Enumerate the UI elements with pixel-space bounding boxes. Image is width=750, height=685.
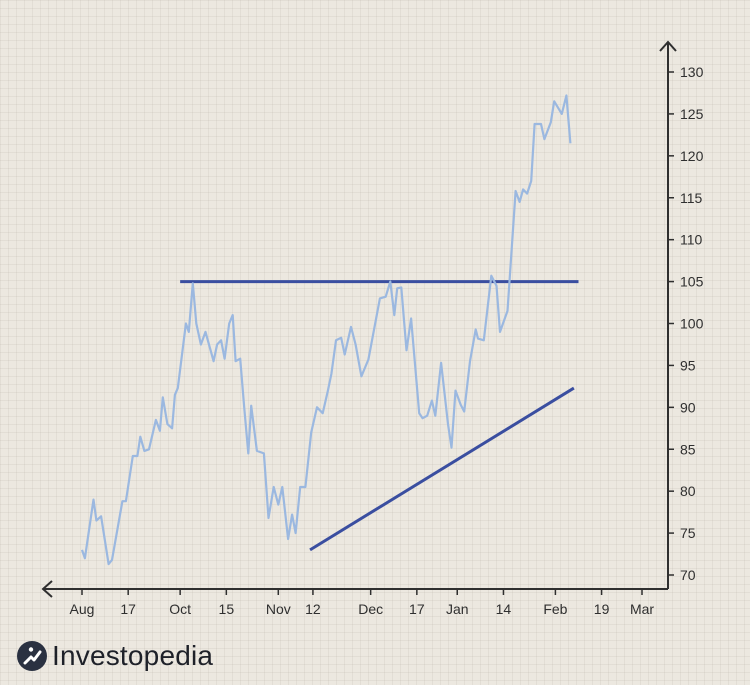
x-tick-label: Mar bbox=[630, 601, 654, 617]
x-tick-label: Nov bbox=[266, 601, 291, 617]
series-layer bbox=[80, 94, 572, 566]
x-axis: Aug 17 Oct 15 Nov 12 Dec 17 Jan 14 Feb 19 Mar bbox=[41, 580, 668, 617]
y-tick-label: 105 bbox=[680, 274, 704, 290]
y-tick-label: 115 bbox=[680, 190, 703, 206]
y-axis-arrow-icon bbox=[659, 40, 677, 52]
y-tick-label: 125 bbox=[680, 106, 704, 122]
y-tick-label: 85 bbox=[680, 441, 696, 457]
x-tick-label: Aug bbox=[70, 601, 95, 617]
x-tick-label: 14 bbox=[496, 601, 512, 617]
annotation-layer bbox=[180, 280, 579, 552]
x-tick-label: Jan bbox=[446, 601, 469, 617]
x-tick-label: 12 bbox=[305, 601, 321, 617]
y-tick-label: 110 bbox=[680, 232, 703, 248]
support-trendline bbox=[309, 386, 575, 552]
y-tick-label: 75 bbox=[680, 525, 696, 541]
x-tick-label: 19 bbox=[594, 601, 610, 617]
x-tick-label: Oct bbox=[169, 601, 191, 617]
y-tick-label: 100 bbox=[680, 316, 704, 332]
y-tick-label: 95 bbox=[680, 357, 696, 373]
investopedia-logo: Investopedia bbox=[16, 636, 213, 676]
y-tick-label: 130 bbox=[680, 64, 704, 80]
brand-name: Investopedia bbox=[52, 640, 214, 671]
y-tick-label: 90 bbox=[680, 399, 696, 415]
x-axis-arrow-icon bbox=[41, 580, 53, 598]
x-tick-label: 17 bbox=[120, 601, 136, 617]
x-tick-label: 15 bbox=[219, 601, 235, 617]
y-tick-label: 70 bbox=[680, 567, 696, 583]
x-tick-label: Feb bbox=[543, 601, 567, 617]
price-series-line bbox=[80, 94, 572, 566]
y-tick-label: 80 bbox=[680, 483, 696, 499]
x-tick-label: Dec bbox=[358, 601, 383, 617]
y-axis: 70 75 80 85 90 95 100 105 110 115 120 125 130 bbox=[659, 40, 704, 589]
investopedia-logo-icon bbox=[17, 641, 47, 671]
x-tick-label: 17 bbox=[409, 601, 425, 617]
y-tick-label: 120 bbox=[680, 148, 704, 164]
